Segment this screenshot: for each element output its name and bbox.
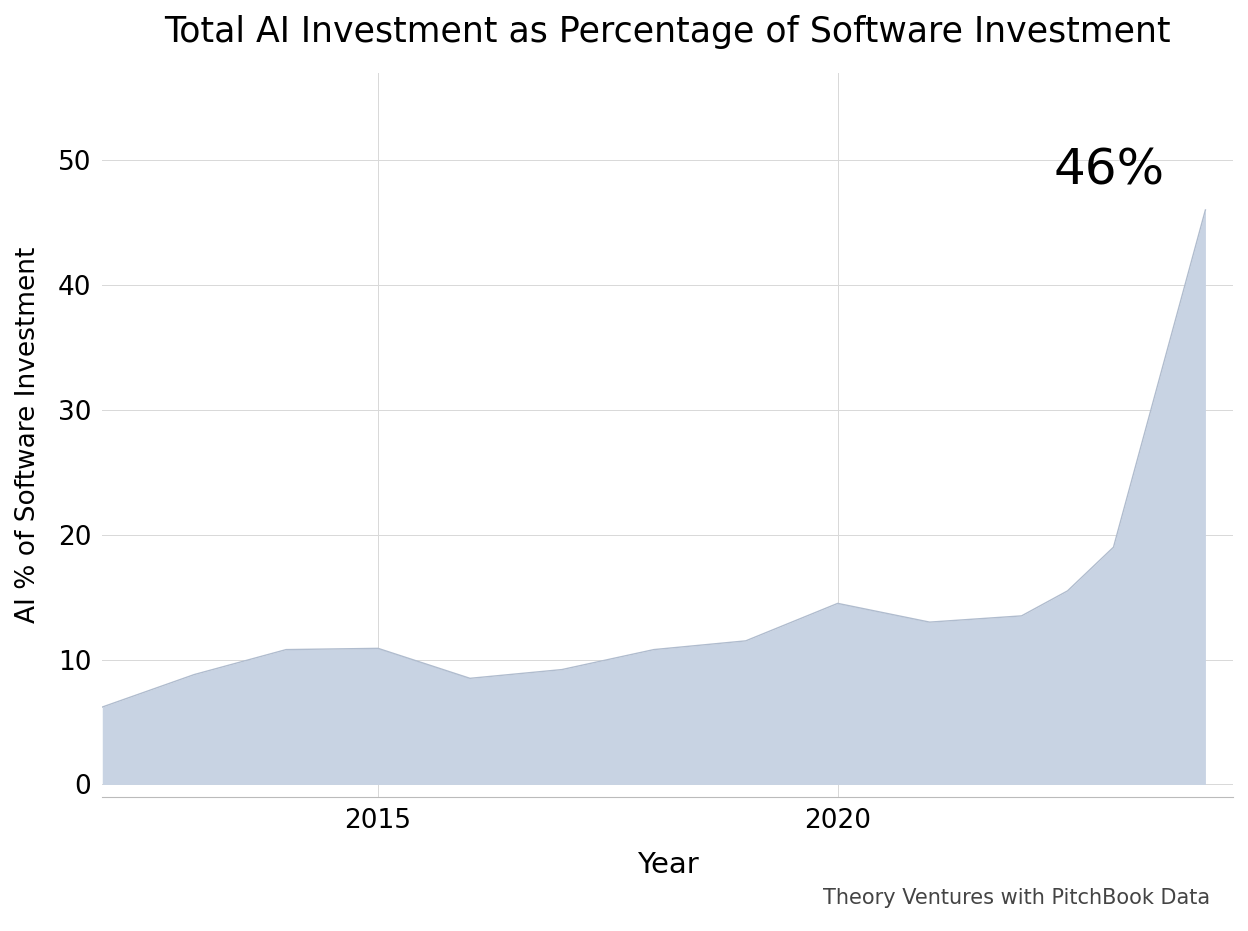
Title: Total AI Investment as Percentage of Software Investment: Total AI Investment as Percentage of Sof… <box>165 15 1171 49</box>
Text: 46%: 46% <box>1053 147 1164 195</box>
Y-axis label: AI % of Software Investment: AI % of Software Investment <box>15 247 41 623</box>
Text: Theory Ventures with PitchBook Data: Theory Ventures with PitchBook Data <box>824 888 1211 908</box>
X-axis label: Year: Year <box>636 851 699 879</box>
